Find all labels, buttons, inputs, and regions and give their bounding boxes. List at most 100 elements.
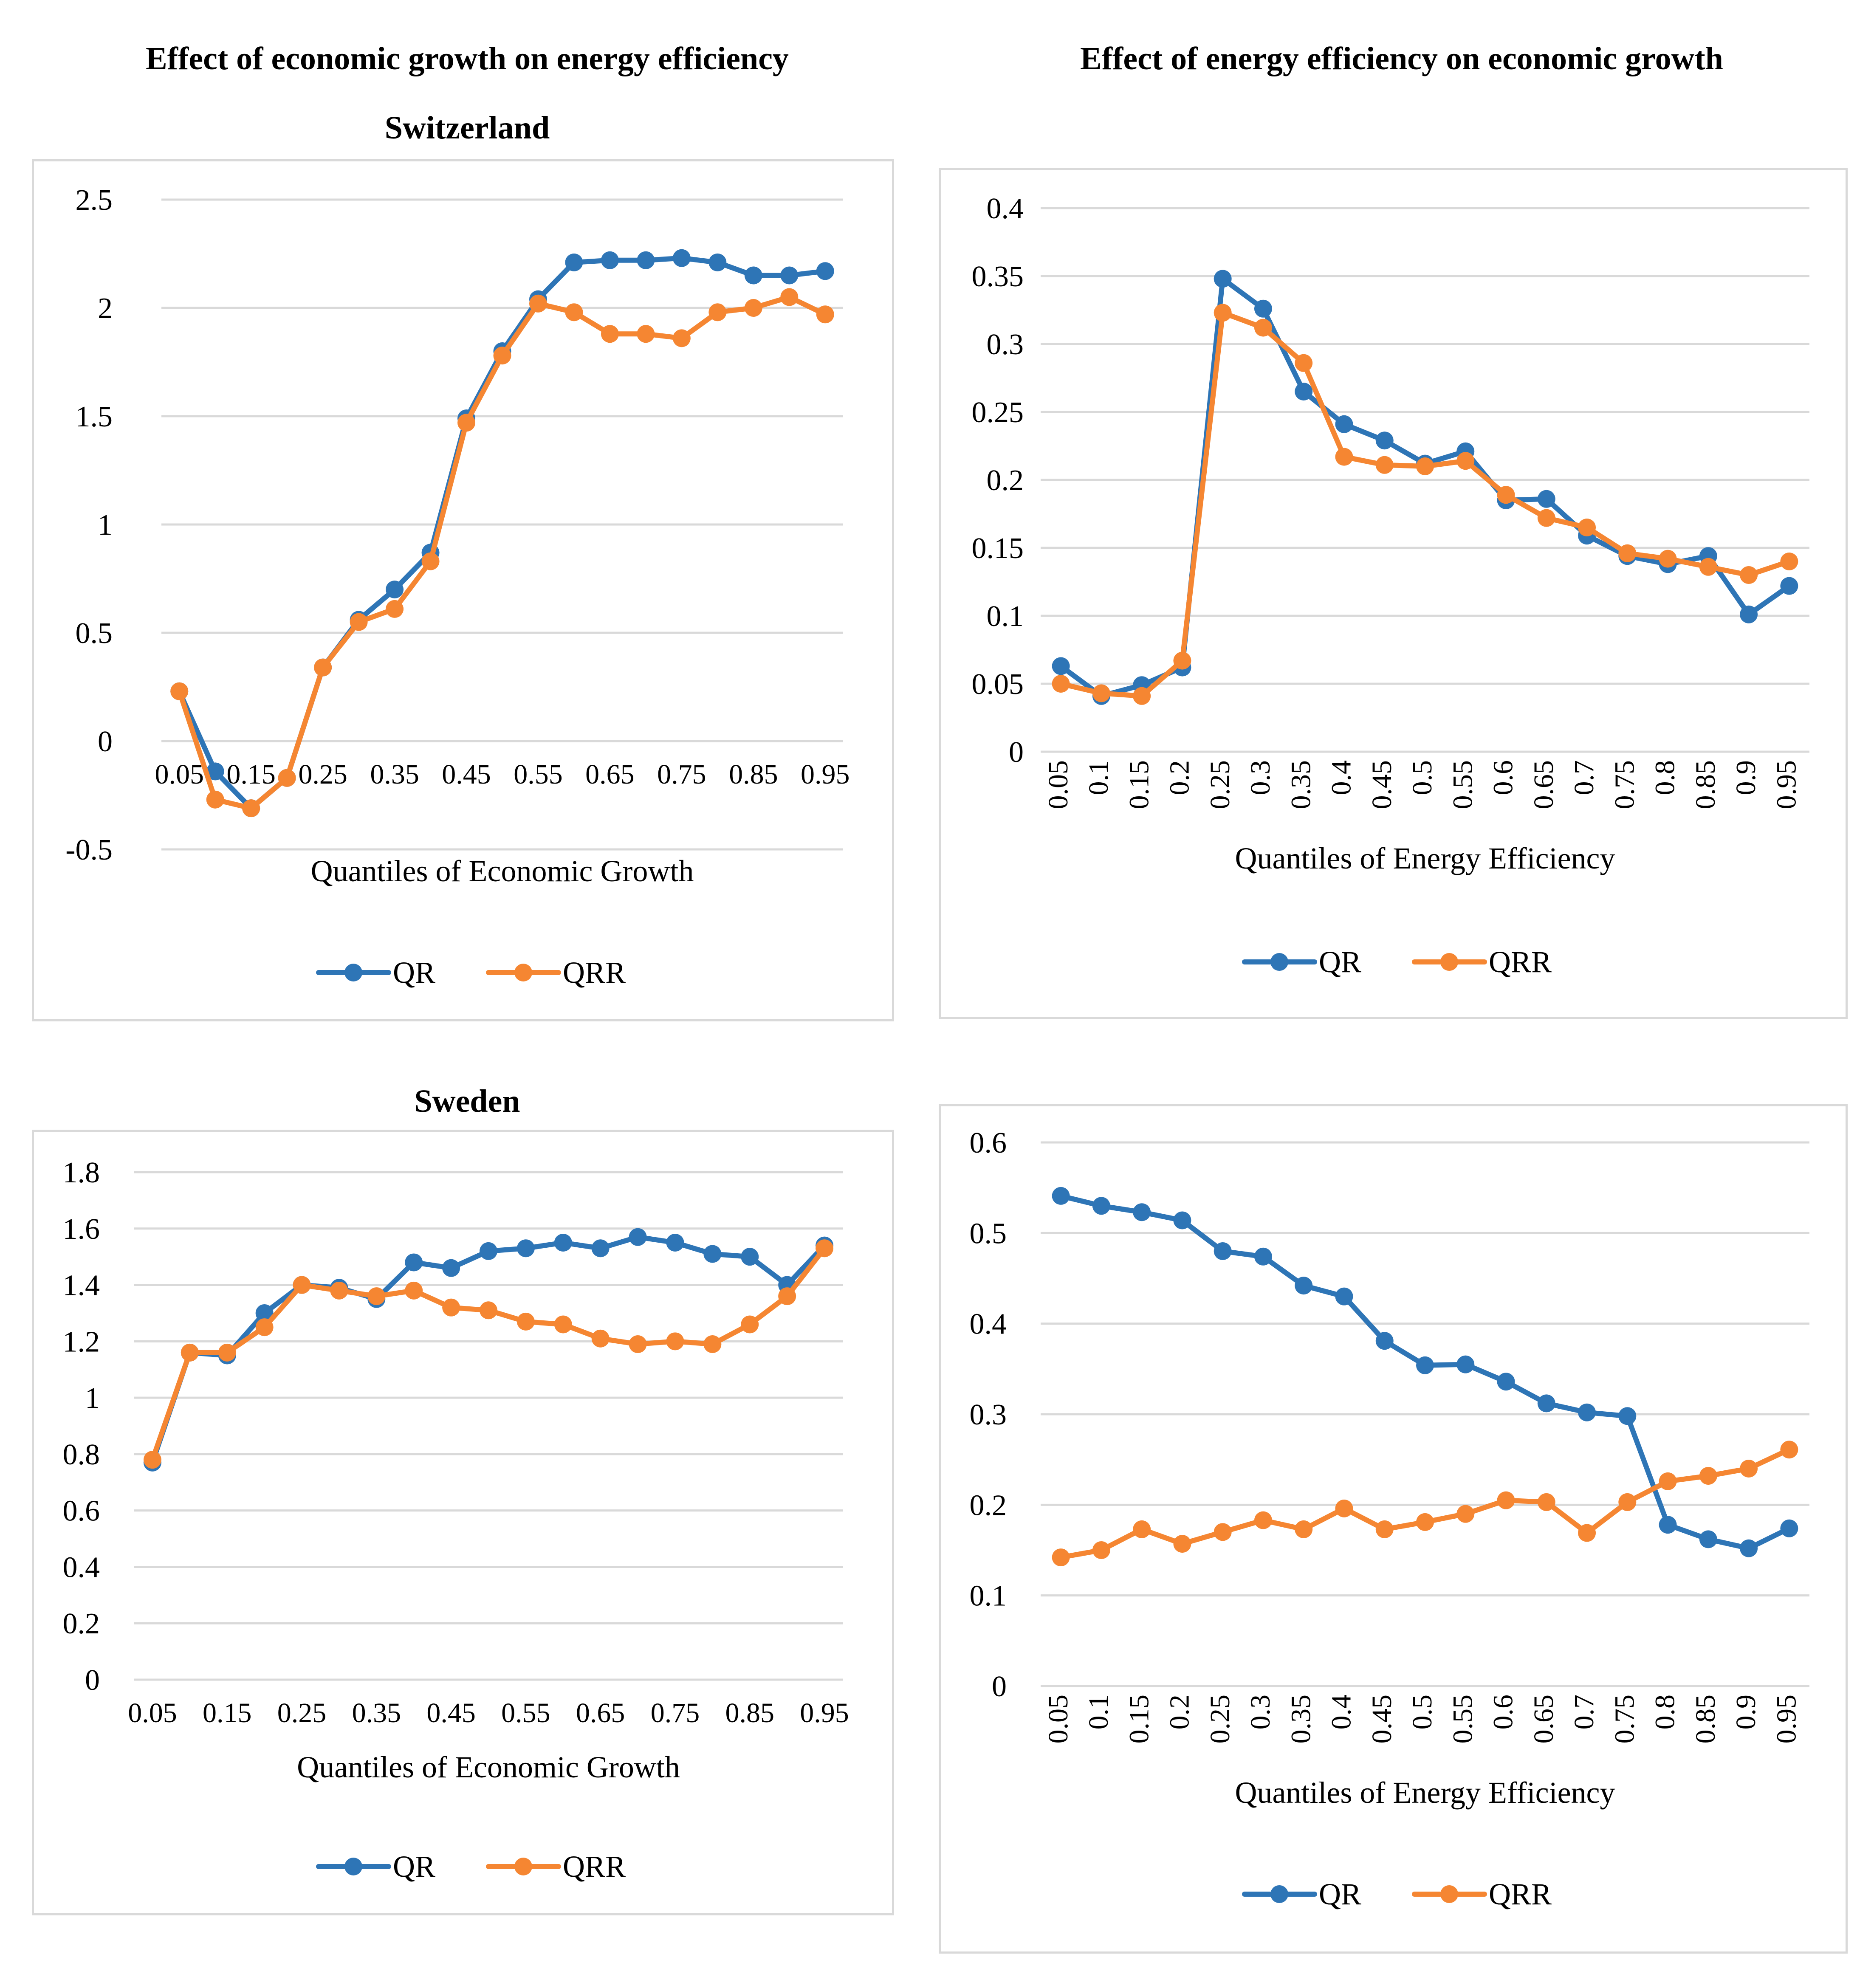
data-point-qrr (565, 303, 583, 321)
x-tick-label: 0.2 (1164, 760, 1195, 795)
data-point-qr (1295, 1277, 1313, 1295)
data-point-qr (672, 249, 691, 267)
y-tick-label: 1.8 (63, 1156, 100, 1189)
y-tick-label: 0.35 (972, 260, 1024, 293)
data-point-qrr (1133, 1520, 1151, 1538)
data-point-qrr (1699, 558, 1717, 576)
data-point-qr (386, 581, 404, 598)
y-tick-label: 0 (85, 1664, 100, 1697)
legend-label-qrr: QRR (1489, 945, 1552, 979)
y-tick-label: 0.6 (970, 1127, 1007, 1159)
data-point-qrr (591, 1329, 610, 1348)
x-tick-label: 0.65 (1528, 1695, 1559, 1744)
chart-ch4: 0 0.1 0.2 0.3 0.4 0.5 0.6 0.05 0.1 0.15 0.2 0.25 0.3… (970, 1127, 1809, 1911)
data-point-qrr (181, 1343, 199, 1362)
legend-marker-qr (344, 964, 362, 981)
y-tick-label: 0.05 (972, 668, 1024, 701)
data-point-qrr (242, 799, 260, 818)
data-point-qrr (1092, 1541, 1110, 1559)
series-line-qr (1058, 276, 1792, 699)
x-axis-label: Quantiles of Energy Efficiency (1235, 841, 1615, 875)
legend-marker-qrr (1440, 1885, 1458, 1903)
data-point-qrr (780, 288, 799, 306)
data-point-qrr (493, 347, 511, 365)
left-column-heading: Effect of economic growth on energy effi… (146, 41, 789, 76)
y-tick-label: -0.5 (65, 834, 113, 866)
data-point-qrr (637, 325, 655, 343)
y-tick-label: 0.25 (972, 396, 1024, 429)
x-tick-label: 0.35 (370, 759, 419, 790)
data-point-qr (1618, 1407, 1637, 1425)
data-point-qrr (708, 303, 727, 321)
x-tick-label: 0.15 (1123, 760, 1154, 809)
data-point-qrr (1537, 1493, 1555, 1511)
data-point-qr (816, 262, 834, 280)
data-point-qrr (1052, 1548, 1070, 1567)
data-point-qrr (1254, 319, 1272, 337)
data-point-qrr (330, 1281, 348, 1300)
x-axis-label: Quantiles of Economic Growth (311, 854, 694, 888)
legend-marker-qr (1270, 1885, 1288, 1903)
series-line-qrr (1058, 1447, 1792, 1560)
data-point-qr (1537, 1394, 1555, 1413)
data-point-qrr (1375, 1520, 1394, 1538)
data-point-qr (1740, 605, 1758, 623)
data-point-qrr (206, 790, 224, 809)
data-point-qrr (1335, 448, 1353, 466)
data-point-qr (255, 1304, 274, 1322)
y-tick-label: 0.8 (63, 1438, 100, 1471)
y-tick-label: 0.3 (987, 328, 1024, 361)
y-tick-label: 0.4 (63, 1551, 100, 1584)
data-point-qrr (816, 305, 834, 324)
data-point-qr (1133, 1203, 1151, 1221)
x-tick-label: 0.7 (1569, 1695, 1600, 1730)
data-point-qr (744, 266, 762, 285)
data-point-qr (1375, 431, 1394, 450)
x-tick-label: 0.85 (1690, 1695, 1721, 1744)
data-point-qr (1295, 383, 1313, 400)
data-point-qr (741, 1248, 759, 1266)
data-point-qrr (629, 1335, 647, 1353)
x-tick-label: 0.45 (1366, 1695, 1397, 1744)
data-point-qr (405, 1253, 423, 1272)
data-point-qrr (1416, 457, 1434, 475)
x-axis-label: Quantiles of Energy Efficiency (1235, 1776, 1615, 1810)
data-point-qrr (421, 552, 440, 570)
y-tick-label: 0.2 (987, 464, 1024, 497)
x-tick-label: 0.95 (1771, 760, 1802, 809)
y-tick-label: 0.6 (63, 1495, 100, 1528)
data-point-qrr (1335, 1499, 1353, 1517)
data-point-qr (1416, 1356, 1434, 1374)
data-point-qr (1335, 415, 1353, 433)
x-tick-label: 0.75 (1609, 760, 1640, 809)
data-point-qrr (1537, 509, 1555, 527)
legend-label-qr: QR (1319, 945, 1361, 979)
x-tick-label: 0.45 (426, 1698, 476, 1729)
data-point-qrr (442, 1298, 460, 1317)
x-tick-label: 0.1 (1083, 760, 1114, 795)
series-line-qrr (1058, 310, 1792, 699)
y-tick-label: 0 (992, 1670, 1007, 1703)
y-tick-label: 2 (98, 292, 113, 325)
data-point-qrr (143, 1451, 161, 1469)
data-point-qrr (1497, 486, 1515, 504)
data-point-qrr (480, 1301, 497, 1320)
data-point-qrr (1173, 1535, 1191, 1553)
data-point-qr (206, 762, 224, 781)
data-point-qrr (1214, 1523, 1232, 1541)
x-tick-label: 0.15 (1123, 1695, 1154, 1744)
x-tick-label: 0.55 (501, 1698, 550, 1729)
data-point-qrr (1618, 544, 1637, 562)
data-point-qrr (1416, 1513, 1434, 1531)
data-point-qr (1052, 657, 1070, 675)
y-tick-label: 1 (85, 1382, 100, 1415)
data-point-qrr (218, 1343, 236, 1362)
data-point-qrr (1659, 1472, 1677, 1490)
chart-ch2: 0 0.05 0.1 0.15 0.2 0.25 0.3 0.35 0.4 0.05 0.1 0.15… (972, 192, 1809, 979)
data-point-qrr (529, 294, 547, 313)
x-tick-label: 0.35 (352, 1698, 401, 1729)
data-point-qrr (405, 1281, 423, 1300)
y-tick-label: 0.4 (987, 192, 1024, 225)
y-tick-label: 0.3 (970, 1399, 1007, 1431)
